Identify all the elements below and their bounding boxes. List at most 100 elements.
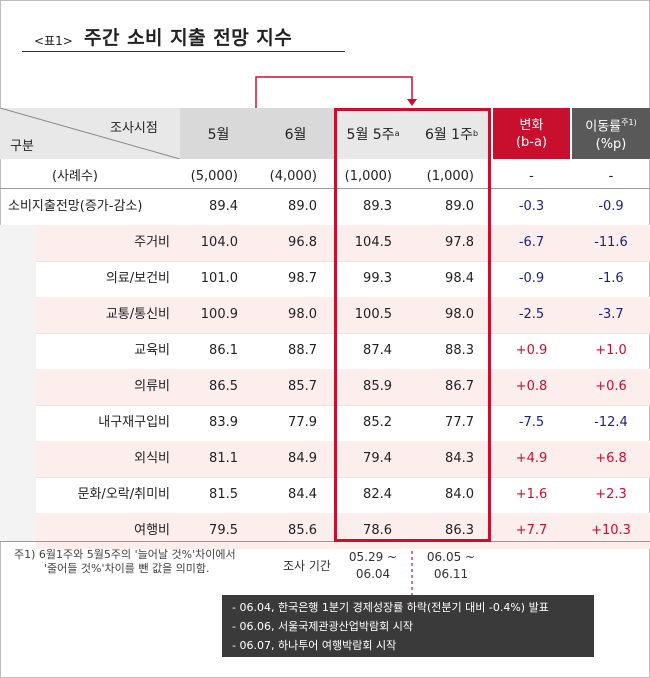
events-box: - 06.04, 한국은행 1분기 경제성장률 하락(전분기 대비 -0.4%)… (222, 595, 594, 657)
cell: 98.4 (445, 271, 474, 286)
cell: 97.8 (445, 235, 474, 250)
col-header-june: 6월 (257, 108, 334, 159)
table-row: 교통/통신비 100.9 98.0 100.5 98.0 -2.5 -3.7 (0, 297, 650, 333)
cell: 89.4 (209, 199, 238, 214)
cell: 81.1 (209, 451, 238, 466)
cell: -12.4 (594, 415, 628, 430)
cell: -0.9 (518, 271, 545, 286)
cell: 98.0 (445, 307, 474, 322)
cell: (1,000) (344, 169, 392, 184)
cell: +0.9 (515, 343, 548, 358)
table-tag: <표1> (34, 34, 73, 48)
cell: (1,000) (426, 169, 474, 184)
sample-size-row: (사례수) (5,000) (4,000) (1,000) (1,000) - … (0, 159, 650, 195)
event-item: - 06.06, 서울국제관광산업박람회 시작 (232, 620, 414, 633)
col-header-may-week5: 5월 5주 a (334, 108, 412, 159)
cell: 88.3 (445, 343, 474, 358)
row-label: 주거비 (134, 235, 170, 250)
cell: (4,000) (269, 169, 317, 184)
col-header-june-week1: 6월 1주 b (412, 108, 491, 159)
survey-period-label: 조사 기간 (283, 559, 331, 573)
table-row: 소비지출전망(증가-감소) 89.4 89.0 89.3 89.0 -0.3 -0.9 (0, 189, 650, 225)
row-label: 교통/통신비 (105, 307, 170, 322)
cell: 104.5 (354, 235, 392, 250)
cell: +1.0 (595, 343, 627, 358)
divider (0, 188, 650, 189)
cell: +0.6 (595, 379, 627, 394)
cell: 104.0 (200, 235, 238, 250)
cell: 98.7 (288, 271, 317, 286)
cell: +10.3 (591, 523, 631, 538)
cell: 100.5 (354, 307, 392, 322)
cell: +7.7 (515, 523, 548, 538)
row-divider (36, 405, 650, 406)
row-label: 여행비 (134, 523, 170, 538)
cell: 101.0 (200, 271, 238, 286)
footnote-line: '줄어들 것%'차이를 뺀 값을 의미함. (44, 562, 210, 575)
cell: 99.3 (363, 271, 392, 286)
cell: -2.5 (518, 307, 545, 322)
cell: 98.0 (288, 307, 317, 322)
table-row: 여행비 79.5 85.6 78.6 86.3 +7.7 +10.3 (0, 513, 650, 549)
footnote: 주1) 6월1주와 5월5주의 '늘어날 것%'차이에서 '줄어들 것%'차이를… (14, 548, 236, 576)
cell: -1.6 (598, 271, 624, 286)
survey-period-b: 06.05 ~06.11 (426, 550, 476, 581)
row-divider (36, 477, 650, 478)
row-label: 소비지출전망(증가-감소) (8, 199, 143, 214)
row-label: 의류비 (134, 379, 170, 394)
cell: 86.5 (209, 379, 238, 394)
indent-strip (0, 225, 36, 541)
cell: 86.1 (209, 343, 238, 358)
title-area: <표1> 주간 소비 지출 전망 지수 (22, 18, 345, 52)
row-background (36, 297, 650, 333)
cell: +1.6 (515, 487, 548, 502)
row-background (36, 513, 650, 549)
cell: 86.7 (445, 379, 474, 394)
cell: - (608, 169, 614, 184)
cell: - (529, 169, 534, 184)
table-row: 내구재구입비 83.9 77.9 85.2 77.7 -7.5 -12.4 (0, 405, 650, 441)
table-row: 문화/오락/취미비 81.5 84.4 82.4 84.0 +1.6 +2.3 (0, 477, 650, 513)
cell: -7.5 (518, 415, 545, 430)
cell: 79.4 (363, 451, 392, 466)
cell: 85.9 (363, 379, 392, 394)
highlight-box (334, 108, 491, 542)
cell: 100.9 (200, 307, 238, 322)
cell: 89.3 (363, 199, 392, 214)
cell: 77.9 (288, 415, 317, 430)
corner-label-time: 조사시점 (110, 121, 158, 136)
table-row: 주거비 104.0 96.8 104.5 97.8 -6.7 -11.6 (0, 225, 650, 261)
divider (0, 541, 650, 542)
corner-divider (0, 108, 180, 159)
cell: 84.3 (445, 451, 474, 466)
row-background (36, 369, 650, 405)
row-label: 교육비 (134, 343, 170, 358)
cell: +6.8 (595, 451, 627, 466)
cell: +4.9 (515, 451, 548, 466)
cell: 85.7 (288, 379, 317, 394)
cell: -0.3 (518, 199, 545, 214)
cell: -11.6 (594, 235, 628, 250)
cell: 89.0 (445, 199, 474, 214)
corner-label-category: 구분 (10, 139, 34, 154)
cell: -6.7 (518, 235, 545, 250)
cell: 86.3 (445, 523, 474, 538)
table-row: 외식비 81.1 84.9 79.4 84.3 +4.9 +6.8 (0, 441, 650, 477)
event-item: - 06.04, 한국은행 1분기 경제성장률 하락(전분기 대비 -0.4%)… (232, 601, 549, 614)
col-header-change: 변화 (b-a) (493, 108, 570, 159)
footnote-line: 주1) 6월1주와 5월5주의 '늘어날 것%'차이에서 (14, 548, 236, 561)
row-label: 문화/오락/취미비 (77, 487, 170, 502)
cell: 84.4 (288, 487, 317, 502)
cell: 85.6 (288, 523, 317, 538)
survey-period-a: 05.29 ~06.04 (348, 550, 398, 581)
cell: 81.5 (209, 487, 238, 502)
cell: 84.9 (288, 451, 317, 466)
row-background (36, 225, 650, 261)
cell: 89.0 (288, 199, 317, 214)
table-row: 의료/보건비 101.0 98.7 99.3 98.4 -0.9 -1.6 (0, 261, 650, 297)
event-item: - 06.07, 하나투어 여행박람회 시작 (232, 639, 397, 652)
col-header-may: 5월 (180, 108, 257, 159)
row-label: 의료/보건비 (105, 271, 170, 286)
cell: 79.5 (209, 523, 238, 538)
cell: +0.8 (515, 379, 548, 394)
